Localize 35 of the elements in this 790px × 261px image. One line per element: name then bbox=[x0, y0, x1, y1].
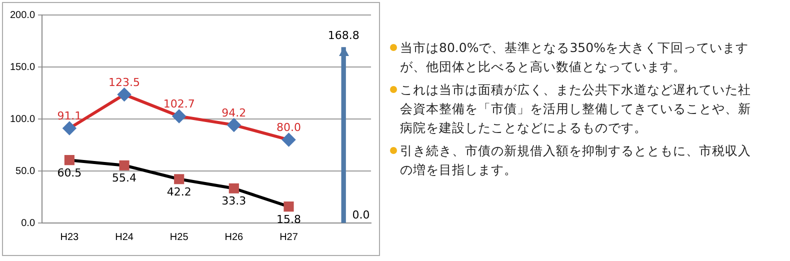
x-tick-label: H27 bbox=[280, 232, 298, 243]
point bbox=[282, 133, 296, 146]
data-label: 168.8 bbox=[328, 28, 360, 42]
x-tick-label: H26 bbox=[224, 232, 244, 243]
point bbox=[118, 88, 131, 102]
point bbox=[119, 160, 130, 170]
data-label: 60.5 bbox=[57, 166, 82, 180]
x-tick-label: H25 bbox=[170, 232, 189, 243]
y-tick-label: 100.0 bbox=[10, 114, 36, 125]
data-label: 42.2 bbox=[166, 185, 192, 198]
point bbox=[284, 202, 294, 212]
x-tick-label: H23 bbox=[60, 232, 80, 243]
point bbox=[227, 118, 240, 132]
data-label: 15.8 bbox=[276, 212, 302, 226]
y-tick-label: 0.0 bbox=[21, 218, 36, 229]
point bbox=[228, 183, 239, 194]
y-tick-label: 150.0 bbox=[10, 62, 36, 73]
data-label: 94.2 bbox=[222, 106, 246, 120]
data-label: 80.0 bbox=[276, 121, 302, 134]
point bbox=[174, 174, 184, 184]
data-label: 55.4 bbox=[112, 172, 137, 185]
text: これは当市は面積が広く、また公共下水道など遅れていた社会資本整備を「市債」を活用し整備してきていることや、新病院を建設したことなどによるものです。 bbox=[400, 82, 751, 135]
data-label: 123.5 bbox=[108, 76, 140, 89]
x-tick-label: H24 bbox=[115, 232, 134, 243]
data-label: 33.3 bbox=[222, 194, 246, 208]
data-label: 102.7 bbox=[163, 98, 195, 111]
y-tick-label: 50.0 bbox=[16, 166, 36, 177]
annotation: 0.0 bbox=[352, 208, 370, 222]
text: 引き続き、市債の新規借入額を抑制するとともに、市税収入の増を目指します。 bbox=[400, 143, 751, 177]
point bbox=[64, 155, 74, 166]
y-tick-label: 200.0 bbox=[10, 10, 36, 21]
point bbox=[172, 110, 186, 123]
text: 当市は80.0%で、基準となる350%を大きく下回っていますが、他団体と比べると高い数値となっています。 bbox=[400, 40, 748, 74]
point bbox=[62, 122, 76, 135]
data-label: 91.1 bbox=[57, 110, 82, 123]
